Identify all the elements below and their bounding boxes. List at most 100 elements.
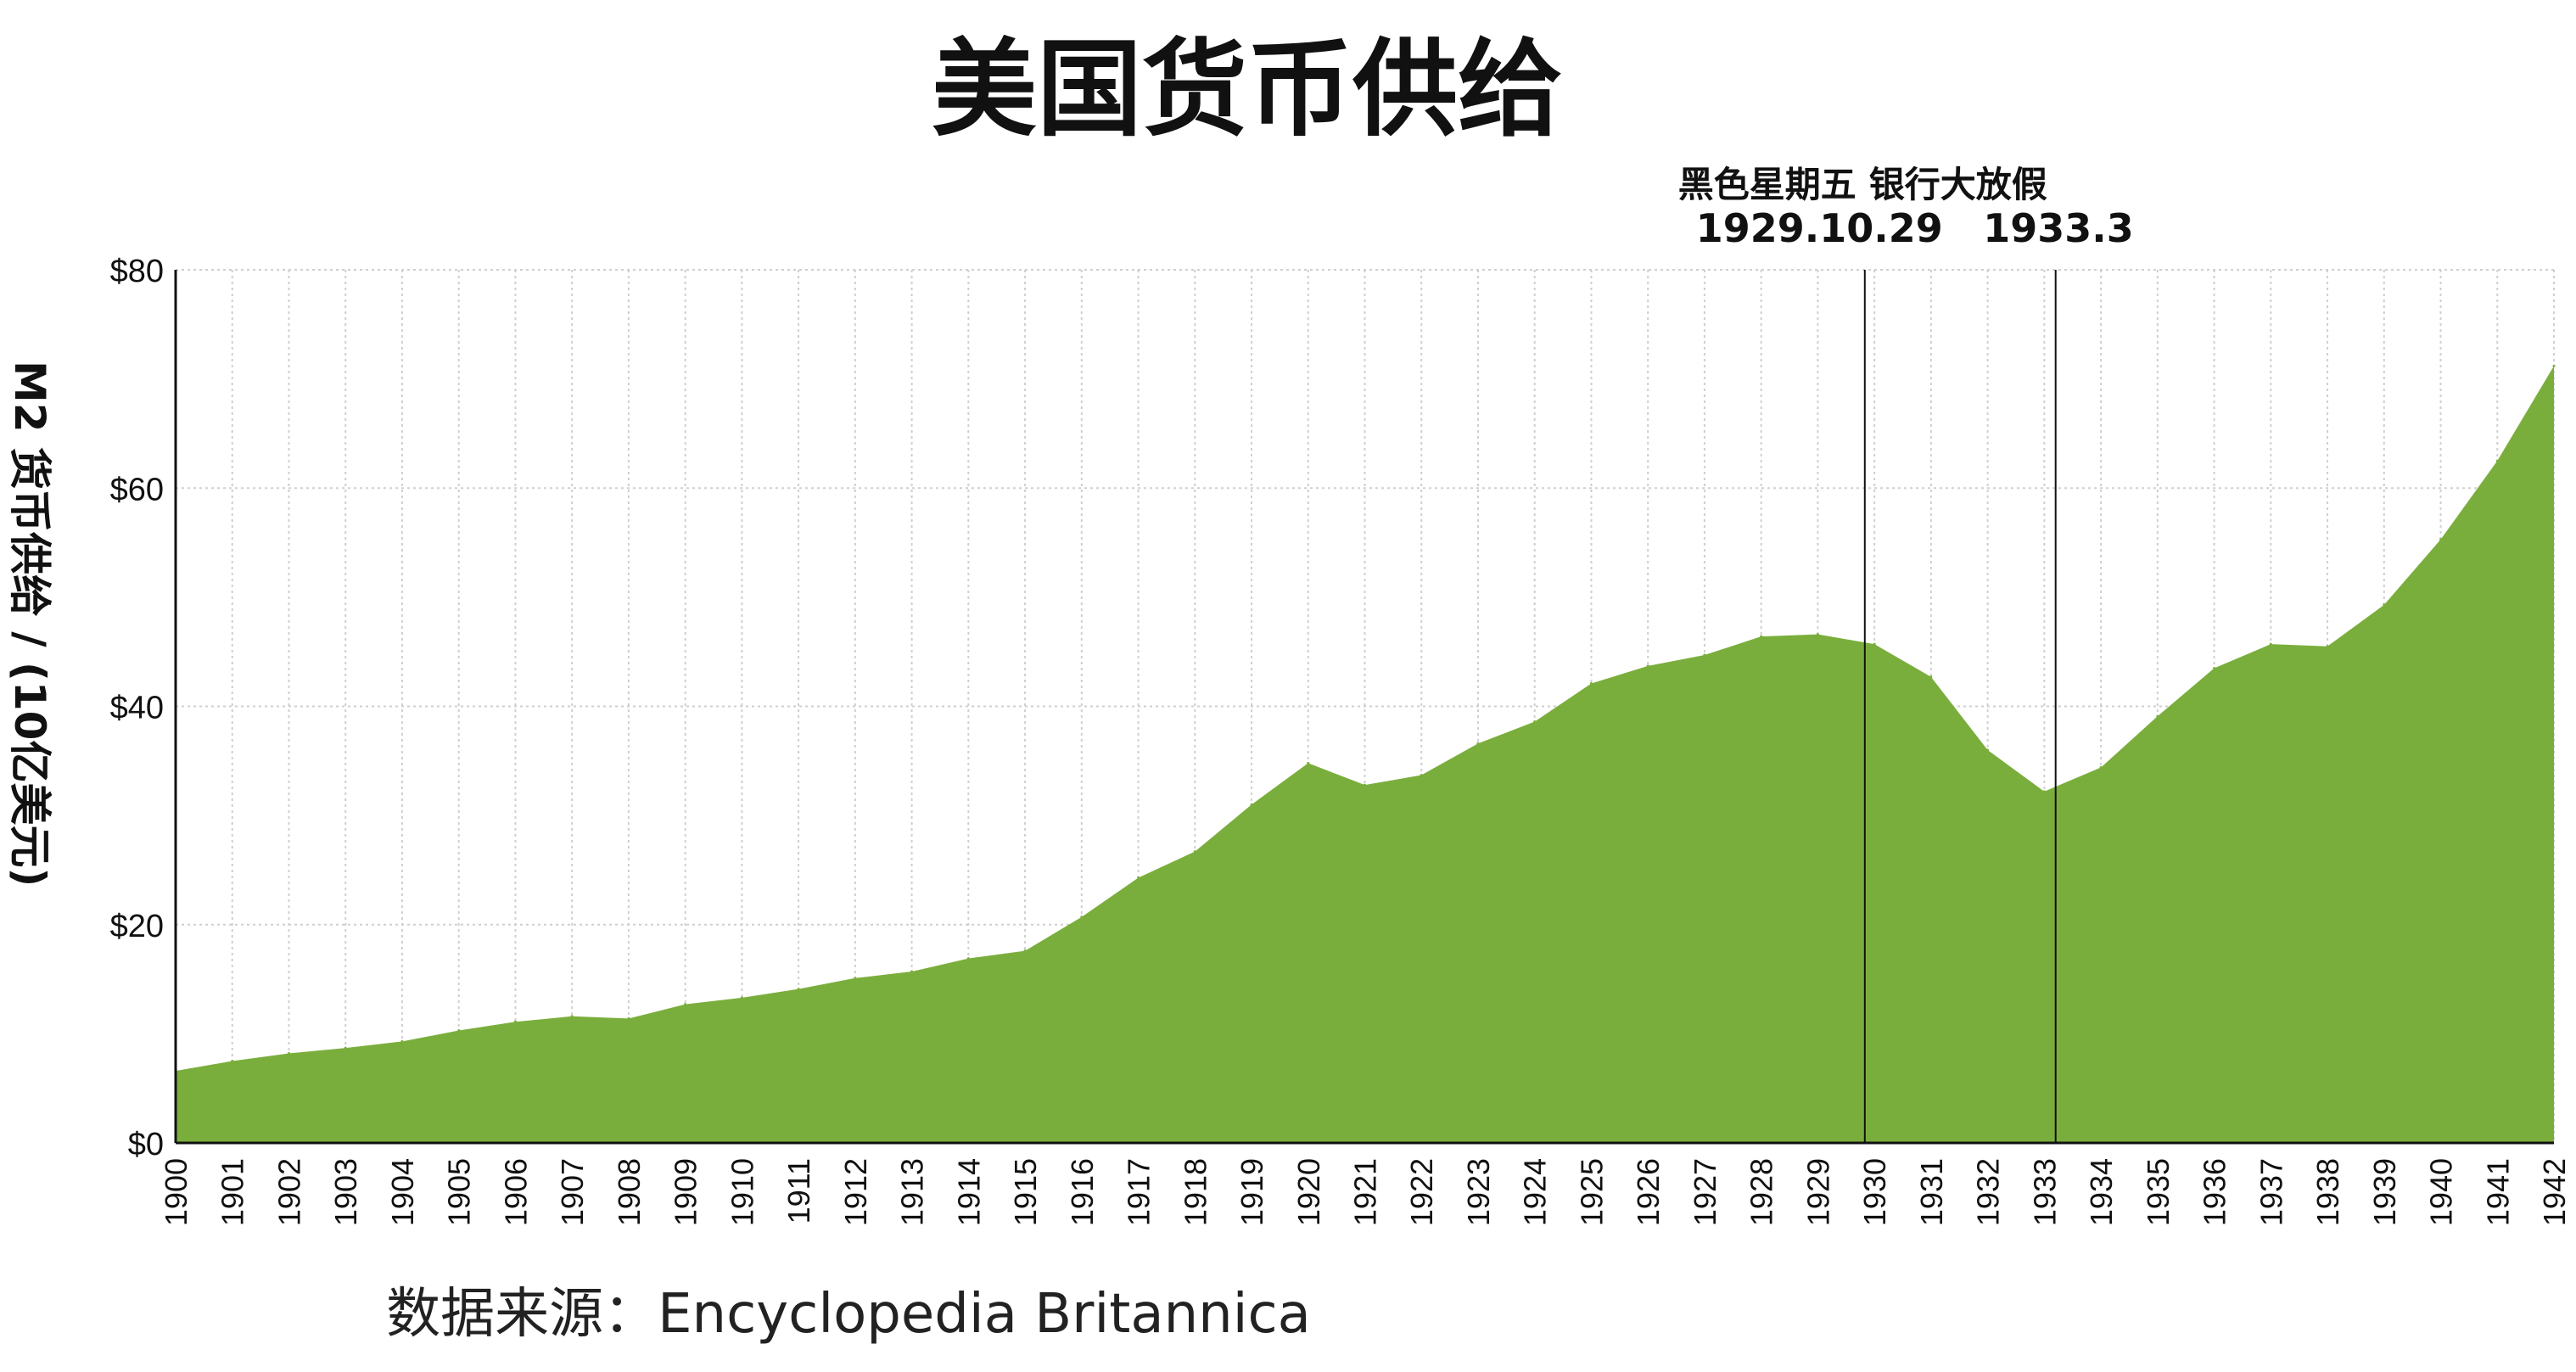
x-tick-label: 1910 [725, 1158, 759, 1226]
y-tick-label: $40 [110, 691, 164, 726]
data-point [344, 1046, 347, 1050]
x-tick-label: 1942 [2537, 1158, 2572, 1226]
x-tick-label: 1933 [2027, 1158, 2062, 1226]
x-tick-label: 1928 [1744, 1158, 1779, 1226]
data-point [1080, 916, 1084, 919]
x-tick-label: 1907 [555, 1158, 590, 1226]
data-point [513, 1020, 517, 1023]
data-point [2042, 790, 2046, 793]
y-tick-label: $0 [128, 1127, 164, 1162]
data-point [2213, 666, 2216, 669]
data-point [1646, 664, 1649, 668]
x-tick-label: 1904 [385, 1158, 420, 1226]
x-tick-label: 1924 [1518, 1158, 1553, 1226]
x-tick-label: 1934 [2084, 1158, 2119, 1226]
x-tick-label: 1931 [1914, 1158, 1949, 1226]
source-note: 数据来源：Encyclopedia Britannica [386, 1283, 1311, 1346]
x-tick-label: 1929 [1800, 1158, 1835, 1226]
data-point [1703, 653, 1706, 657]
data-point [1929, 675, 1933, 679]
x-tick-label: 1917 [1122, 1158, 1156, 1226]
x-tick-label: 1941 [2480, 1158, 2515, 1226]
annotation-label: 银行大放假 [1869, 164, 2047, 205]
x-tick-labels: 1900 1901 1902 1903 1904 1905 1906 1907 1908 1909… [159, 1158, 2572, 1226]
data-point [1193, 850, 1196, 854]
data-point [1420, 774, 1423, 777]
data-point [1364, 783, 1366, 787]
data-point [627, 1016, 630, 1020]
data-point [457, 1029, 461, 1033]
data-point [910, 970, 914, 973]
data-point [1816, 633, 1819, 636]
data-point [2495, 459, 2499, 462]
data-point [400, 1039, 404, 1043]
data-point [1250, 803, 1253, 806]
x-tick-label: 1926 [1631, 1158, 1666, 1226]
data-point [2099, 766, 2103, 770]
data-point [2552, 364, 2556, 367]
annotation-date: 1929.10.29 [1696, 205, 1943, 251]
x-tick-label: 1938 [2310, 1158, 2345, 1226]
x-tick-label: 1900 [159, 1158, 193, 1226]
x-tick-label: 1920 [1291, 1158, 1326, 1226]
x-tick-label: 1932 [1971, 1158, 2006, 1226]
chart-title: 美国货币供给 [932, 29, 1563, 151]
x-tick-label: 1936 [2198, 1158, 2232, 1226]
data-point [1873, 642, 1876, 646]
x-tick-label: 1921 [1348, 1158, 1383, 1226]
x-tick-label: 1939 [2367, 1158, 2402, 1226]
data-point [570, 1015, 574, 1018]
data-point [2326, 645, 2329, 648]
x-tick-label: 1922 [1404, 1158, 1439, 1226]
data-point [2156, 714, 2159, 718]
y-tick-label: $80 [110, 254, 164, 289]
area-series [174, 364, 2556, 1143]
x-tick-label: 1903 [328, 1158, 363, 1226]
data-point [231, 1060, 234, 1063]
axes [174, 270, 2554, 1145]
data-point [1307, 761, 1310, 764]
y-tick-label: $20 [110, 909, 164, 944]
data-point [1986, 748, 1990, 752]
x-tick-label: 1911 [781, 1158, 816, 1224]
data-point [740, 996, 743, 1000]
y-tick-label: $60 [110, 472, 164, 507]
x-tick-label: 1923 [1461, 1158, 1496, 1226]
data-point [854, 977, 857, 980]
x-tick-label: 1916 [1065, 1158, 1100, 1226]
data-point [966, 957, 970, 960]
data-point [2269, 642, 2272, 646]
data-point [1023, 949, 1027, 953]
x-tick-label: 1925 [1574, 1158, 1609, 1226]
x-tick-label: 1906 [498, 1158, 533, 1226]
data-point [1476, 742, 1480, 745]
x-tick-label: 1935 [2141, 1158, 2176, 1226]
annotation-date: 1933.3 [1983, 205, 2134, 251]
x-tick-label: 1940 [2424, 1158, 2459, 1226]
data-point [2439, 538, 2443, 541]
x-tick-label: 1912 [838, 1158, 873, 1226]
x-tick-label: 1927 [1688, 1158, 1722, 1226]
x-tick-label: 1915 [1008, 1158, 1043, 1226]
y-axis-label: M2 货币供给 / (10亿美元) [5, 361, 54, 887]
x-tick-label: 1905 [442, 1158, 477, 1226]
data-point [684, 1003, 687, 1006]
x-tick-label: 1909 [669, 1158, 703, 1226]
x-tick-label: 1901 [216, 1158, 250, 1226]
x-tick-label: 1919 [1235, 1158, 1269, 1226]
data-point [1760, 635, 1763, 638]
data-point [1137, 876, 1140, 879]
x-tick-label: 1918 [1178, 1158, 1212, 1226]
data-point [1533, 720, 1537, 724]
data-point [1589, 681, 1593, 685]
x-tick-label: 1930 [1857, 1158, 1892, 1226]
data-point [287, 1052, 290, 1056]
annotation-label: 黑色星期五 [1678, 164, 1856, 205]
y-tick-labels: $0 $20 $40 $60 $80 [110, 254, 164, 1162]
x-tick-label: 1937 [2254, 1158, 2288, 1226]
x-tick-label: 1913 [895, 1158, 930, 1226]
data-point [797, 988, 800, 991]
